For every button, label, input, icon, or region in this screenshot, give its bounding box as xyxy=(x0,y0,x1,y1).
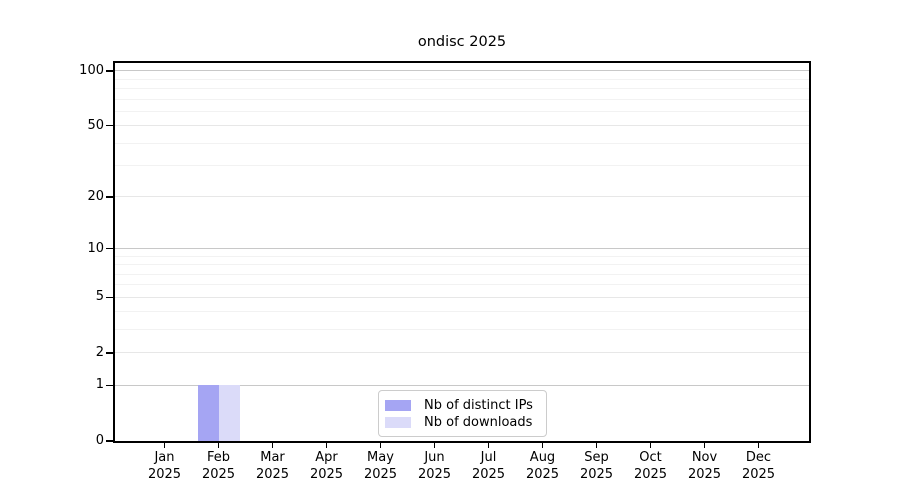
gridline-minor xyxy=(115,165,809,167)
x-tick-mark xyxy=(757,443,760,448)
x-tick-mark xyxy=(541,443,544,448)
gridline-minor xyxy=(115,255,809,257)
legend-item-downloads: Nb of downloads xyxy=(385,414,538,430)
y-tick-label: 100 xyxy=(79,62,104,78)
x-tick-mark xyxy=(163,443,166,448)
gridline-power xyxy=(115,248,809,250)
x-tick-label: Jul 2025 xyxy=(471,450,506,482)
distinct-ips-swatch-icon xyxy=(385,399,411,411)
gridline-power xyxy=(115,384,809,386)
gridline-minor xyxy=(115,142,809,144)
bar-distinct-ips xyxy=(197,385,219,441)
y-tick-label: 1 xyxy=(95,377,104,393)
gridline-minor xyxy=(115,284,809,286)
x-tick-mark xyxy=(703,443,706,448)
bar-downloads xyxy=(218,385,240,441)
y-tick-mark xyxy=(106,352,113,354)
y-tick-label: 5 xyxy=(95,289,104,305)
y-tick-label: 10 xyxy=(87,240,104,256)
gridline-minor xyxy=(115,311,809,313)
gridline-minor xyxy=(115,264,809,266)
gridline-minor xyxy=(115,88,809,90)
x-tick-mark xyxy=(649,443,652,448)
y-tick-mark xyxy=(106,70,113,72)
gridline-major xyxy=(115,352,809,354)
chart-title: ondisc 2025 xyxy=(417,34,507,50)
x-tick-label: May 2025 xyxy=(363,450,398,482)
gridline-minor xyxy=(115,273,809,275)
x-tick-mark xyxy=(595,443,598,448)
y-tick-mark xyxy=(106,296,113,299)
x-tick-mark xyxy=(487,443,490,448)
x-tick-label: Jan 2025 xyxy=(147,450,182,482)
y-tick-mark xyxy=(106,196,113,198)
x-tick-mark xyxy=(433,443,436,448)
y-tick-mark xyxy=(106,384,113,387)
x-tick-mark xyxy=(379,443,382,448)
gridline-minor xyxy=(115,329,809,331)
x-tick-label: Sep 2025 xyxy=(579,450,614,482)
legend-label-downloads: Nb of downloads xyxy=(424,414,533,430)
y-tick-label: 50 xyxy=(87,117,104,133)
gridline-major xyxy=(115,196,809,198)
x-tick-label: Jun 2025 xyxy=(417,450,452,482)
plot-area xyxy=(113,61,811,443)
gridline-major xyxy=(115,125,809,127)
x-tick-label: Nov 2025 xyxy=(687,450,722,482)
downloads-swatch-icon xyxy=(385,416,411,428)
y-tick-mark xyxy=(106,247,113,250)
gridline-minor xyxy=(115,98,809,100)
x-tick-label: Dec 2025 xyxy=(741,450,776,482)
gridline-power xyxy=(115,70,809,72)
x-tick-label: Apr 2025 xyxy=(309,450,344,482)
legend-item-distinct-ips: Nb of distinct IPs xyxy=(385,397,538,413)
y-tick-label: 2 xyxy=(95,344,104,360)
gridline-minor xyxy=(115,78,809,80)
y-tick-label: 20 xyxy=(87,188,104,204)
x-tick-label: Mar 2025 xyxy=(255,450,290,482)
x-tick-label: Oct 2025 xyxy=(633,450,668,482)
x-tick-label: Aug 2025 xyxy=(525,450,560,482)
y-tick-mark xyxy=(106,440,113,442)
x-tick-mark xyxy=(271,443,274,448)
x-tick-mark xyxy=(325,443,328,448)
y-tick-label: 0 xyxy=(95,433,104,448)
x-tick-label: Feb 2025 xyxy=(201,450,236,482)
x-tick-mark xyxy=(217,443,220,448)
gridline-major xyxy=(115,296,809,298)
gridline-minor xyxy=(115,110,809,112)
y-tick-mark xyxy=(106,124,113,127)
legend-label-distinct-ips: Nb of distinct IPs xyxy=(424,397,533,413)
legend: Nb of distinct IPs Nb of downloads xyxy=(378,390,547,437)
